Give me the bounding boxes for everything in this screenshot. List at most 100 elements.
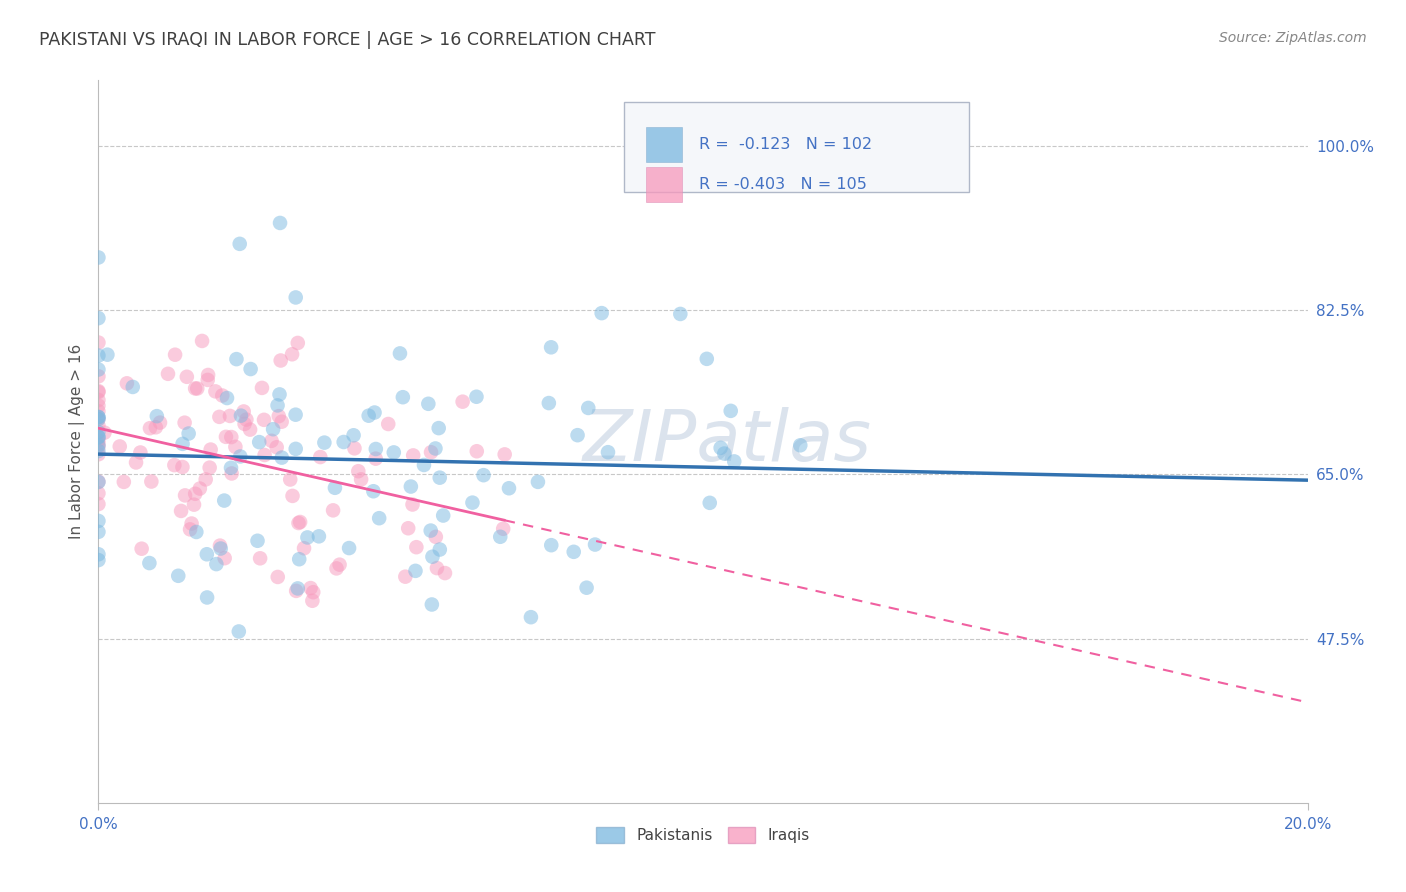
FancyBboxPatch shape (624, 102, 969, 193)
Iraqis (402, 449, 425, 463)
Pakistanis (567, 428, 589, 442)
Pakistanis (540, 538, 562, 552)
Iraqis (87, 335, 110, 350)
Iraqis (302, 585, 325, 599)
Pakistanis (209, 541, 232, 556)
Iraqis (139, 421, 162, 435)
Pakistanis (723, 454, 745, 468)
Iraqis (249, 551, 271, 566)
Iraqis (141, 475, 163, 489)
Text: Source: ZipAtlas.com: Source: ZipAtlas.com (1219, 31, 1367, 45)
Iraqis (425, 530, 447, 544)
Pakistanis (87, 514, 110, 528)
Pakistanis (308, 529, 330, 543)
Pakistanis (461, 495, 484, 509)
Pakistanis (337, 541, 360, 555)
Iraqis (108, 439, 131, 453)
Iraqis (281, 347, 304, 361)
Pakistanis (228, 236, 250, 251)
Pakistanis (284, 290, 307, 304)
Iraqis (401, 498, 423, 512)
Pakistanis (399, 479, 422, 493)
Iraqis (394, 569, 416, 583)
Iraqis (87, 436, 110, 450)
Iraqis (329, 558, 352, 572)
Pakistanis (87, 311, 110, 326)
Iraqis (278, 473, 301, 487)
Iraqis (87, 404, 110, 418)
Pakistanis (432, 508, 454, 523)
Iraqis (172, 460, 194, 475)
Pakistanis (270, 450, 292, 465)
Pakistanis (583, 537, 606, 551)
Iraqis (156, 367, 179, 381)
Pakistanis (269, 216, 291, 230)
Iraqis (93, 425, 115, 440)
Pakistanis (720, 404, 742, 418)
Pakistanis (146, 409, 169, 424)
Iraqis (204, 384, 226, 399)
Pakistanis (87, 251, 110, 265)
Legend: Pakistanis, Iraqis: Pakistanis, Iraqis (591, 822, 815, 849)
Iraqis (492, 522, 515, 536)
Iraqis (87, 418, 110, 433)
Pakistanis (177, 426, 200, 441)
Iraqis (198, 460, 221, 475)
Pakistanis (121, 380, 143, 394)
FancyBboxPatch shape (647, 167, 682, 202)
Pakistanis (413, 458, 436, 472)
Pakistanis (87, 547, 110, 561)
Pakistanis (297, 531, 319, 545)
Iraqis (186, 382, 208, 396)
Pakistanis (87, 553, 110, 567)
Pakistanis (323, 481, 346, 495)
Pakistanis (195, 547, 218, 561)
Pakistanis (87, 444, 110, 458)
Iraqis (364, 451, 387, 466)
Text: ZIPatlas: ZIPatlas (582, 407, 872, 476)
Pakistanis (429, 542, 451, 557)
Iraqis (405, 540, 427, 554)
Pakistanis (87, 425, 110, 440)
Pakistanis (287, 582, 309, 596)
Pakistanis (382, 445, 405, 459)
FancyBboxPatch shape (647, 128, 682, 162)
Pakistanis (364, 442, 387, 456)
Text: R =  -0.123   N = 102: R = -0.123 N = 102 (699, 137, 873, 152)
Iraqis (194, 472, 217, 486)
Iraqis (233, 417, 256, 431)
Pakistanis (710, 441, 733, 455)
Pakistanis (215, 391, 238, 405)
Pakistanis (425, 442, 447, 456)
Pakistanis (562, 545, 585, 559)
Pakistanis (172, 437, 194, 451)
Iraqis (87, 440, 110, 454)
Iraqis (125, 455, 148, 469)
Pakistanis (219, 460, 242, 475)
Iraqis (176, 369, 198, 384)
Iraqis (250, 381, 273, 395)
Pakistanis (246, 533, 269, 548)
Iraqis (211, 388, 233, 402)
Iraqis (266, 440, 288, 454)
Iraqis (149, 416, 172, 430)
Iraqis (396, 521, 419, 535)
Pakistanis (284, 408, 307, 422)
Pakistanis (392, 390, 415, 404)
Iraqis (129, 445, 152, 459)
Pakistanis (87, 524, 110, 539)
Pakistanis (87, 438, 110, 452)
Pakistanis (342, 428, 364, 442)
Pakistanis (363, 405, 385, 419)
Pakistanis (87, 412, 110, 426)
Pakistanis (418, 397, 440, 411)
Iraqis (184, 487, 207, 501)
Pakistanis (87, 475, 110, 489)
Pakistanis (167, 569, 190, 583)
Iraqis (112, 475, 135, 489)
Iraqis (221, 467, 243, 481)
Iraqis (235, 412, 257, 426)
Pakistanis (138, 556, 160, 570)
Iraqis (270, 415, 292, 429)
Iraqis (299, 581, 322, 595)
